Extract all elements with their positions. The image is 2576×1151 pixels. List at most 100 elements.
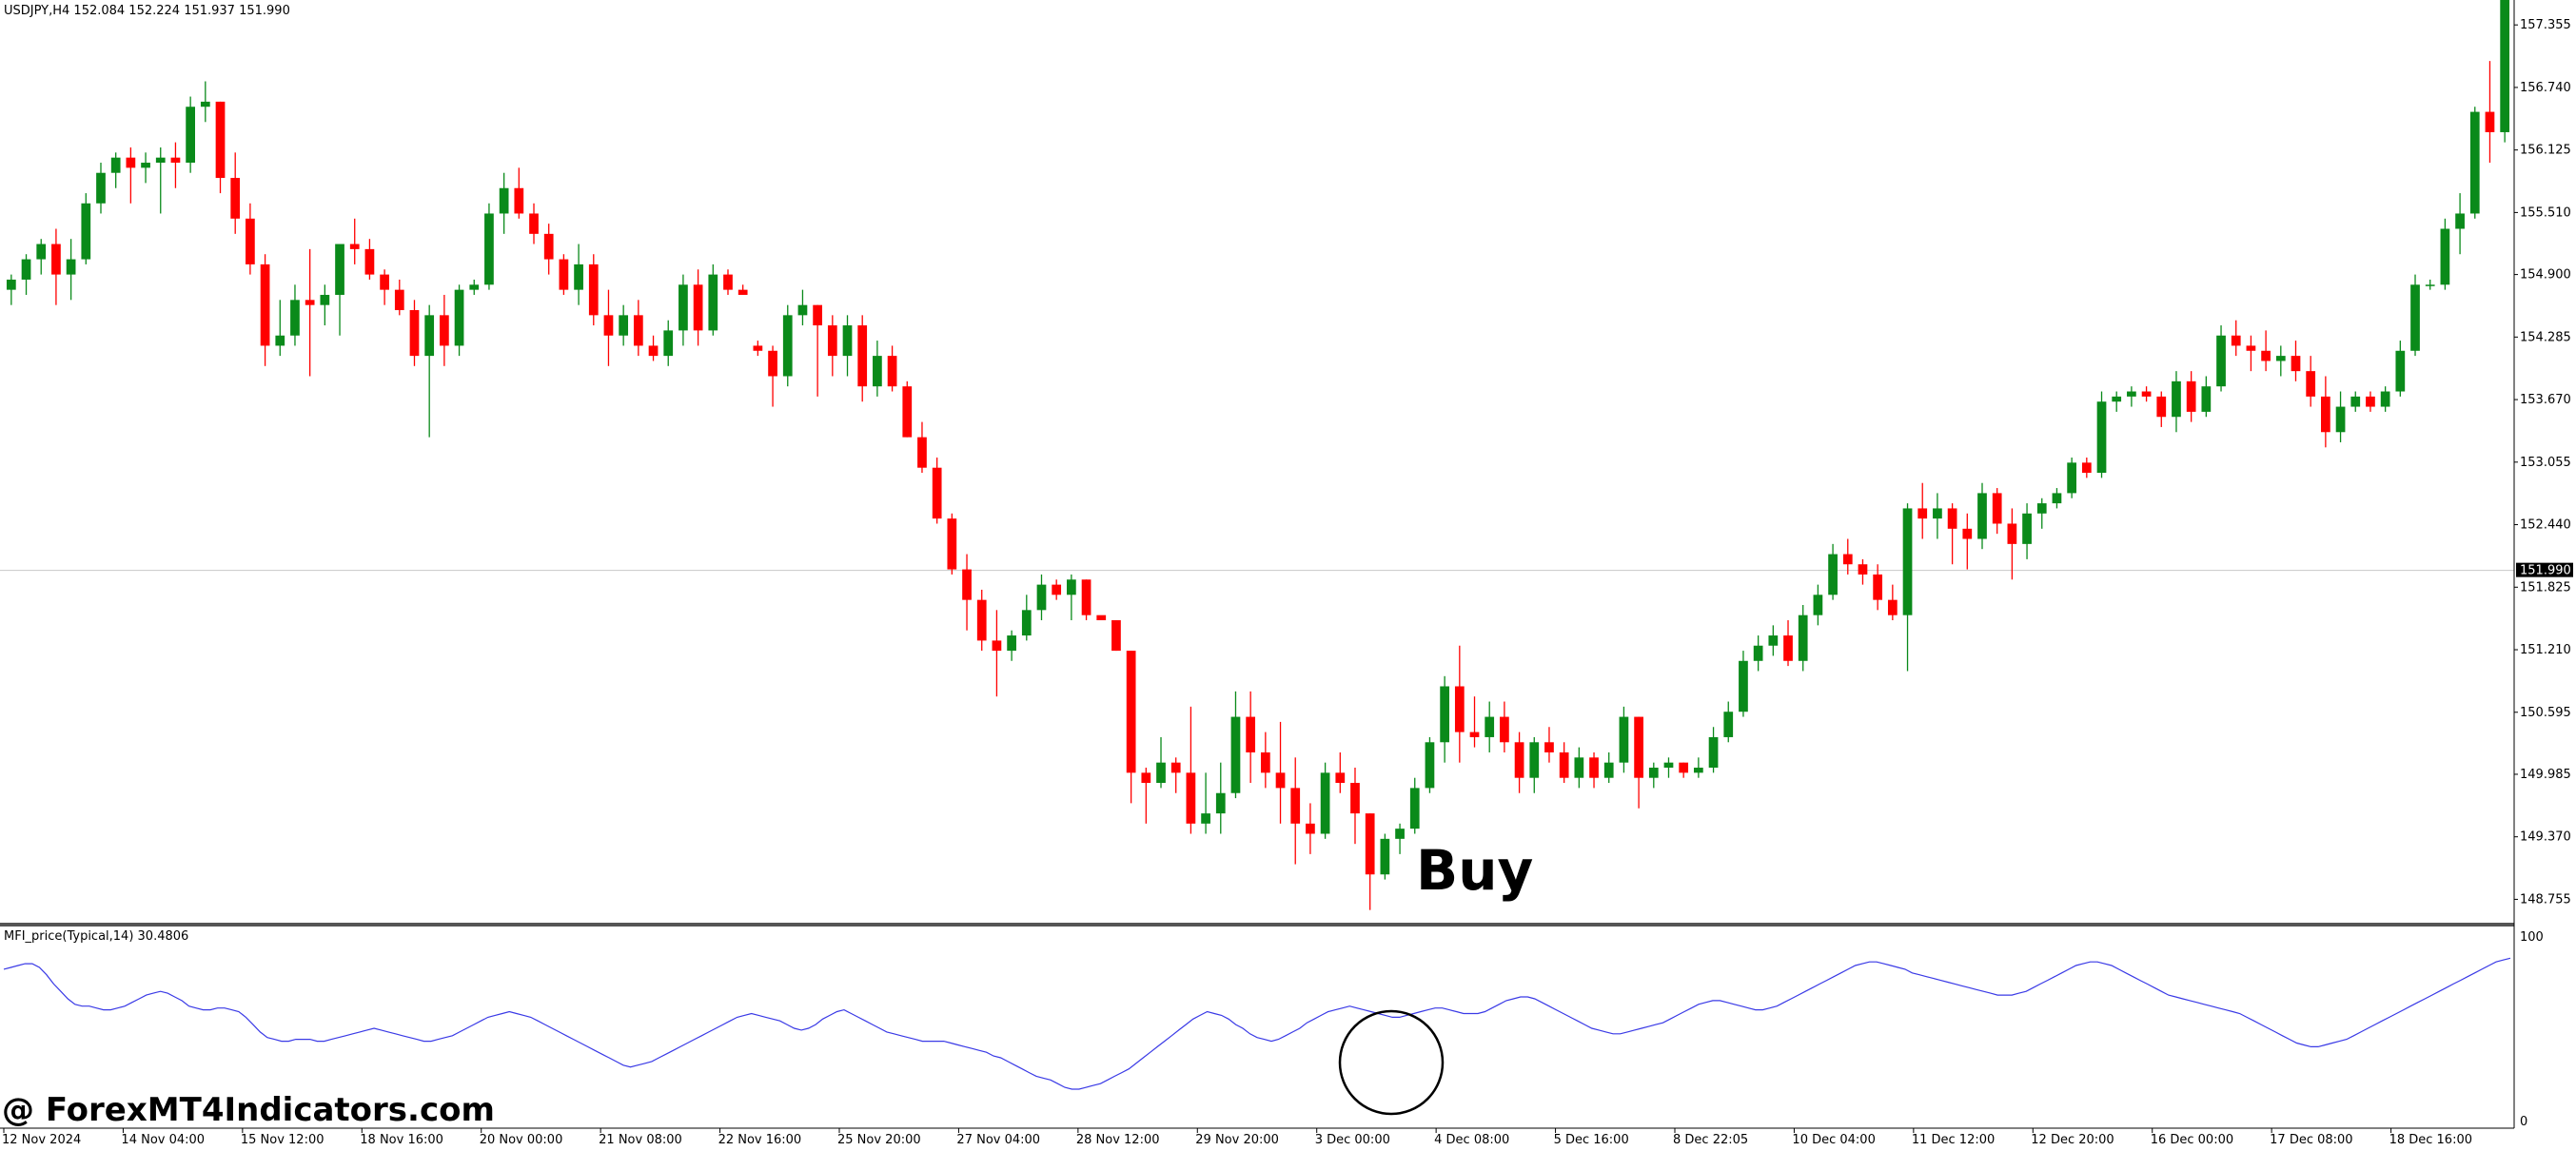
candle-body-bear (917, 437, 927, 468)
candle-body-bull (1619, 716, 1629, 763)
time-tick-label: 12 Dec 20:00 (2031, 1133, 2114, 1147)
candle-body-bull (1036, 584, 1047, 611)
candle-body-bear (887, 356, 897, 387)
time-axis: 12 Nov 2024 14 Nov 04:00 15 Nov 12:00 18 No… (2, 1128, 2472, 1147)
price-tick-label: 154.900 (2520, 268, 2571, 283)
candle-body-bull (2500, 0, 2510, 132)
candle-body-bull (1021, 610, 1032, 636)
candle-body-bear (768, 350, 777, 377)
candle-body-bull (619, 315, 629, 336)
candle-body-bear (633, 315, 643, 346)
mfi-tick-label: 0 (2520, 1115, 2527, 1129)
price-tick-label: 151.825 (2520, 580, 2571, 595)
watermark-text: @ ForexMT4Indicators.com (2, 1091, 495, 1129)
candle-body-bull (1813, 595, 1823, 615)
candle-body-bear (2007, 523, 2017, 544)
candle-body-bull (96, 172, 106, 204)
candle-body-bull (66, 259, 76, 275)
candle-body-bull (2052, 493, 2062, 504)
candle-body-bear (1246, 716, 1256, 752)
mfi-axis: 100 0 (2520, 930, 2544, 1129)
candle-body-bear (813, 304, 822, 326)
candle-body-bull (2112, 396, 2122, 402)
candle-body-bear (1111, 620, 1121, 652)
candle-body-bear (260, 263, 270, 346)
candle-body-bear (246, 218, 255, 264)
candle-body-bull (2022, 513, 2032, 544)
candle-body-bull (2335, 406, 2346, 433)
price-tick-label: 151.210 (2520, 643, 2571, 657)
candle-body-bull (574, 263, 583, 290)
candle-body-bull (499, 187, 509, 214)
candle-body-bull (1529, 742, 1540, 778)
candle-body-bear (2186, 380, 2196, 412)
candle-body-bull (2380, 391, 2390, 407)
candle-body-bull (1708, 736, 1719, 769)
candle-body-bear (588, 263, 599, 316)
candle-body-bull (200, 101, 210, 107)
candle-body-bull (1320, 772, 1330, 834)
candle-body-bull (6, 279, 16, 290)
candle-body-bear (1783, 635, 1793, 661)
time-tick-label: 20 Nov 00:00 (480, 1133, 563, 1147)
candle-body-bear (693, 284, 703, 331)
price-tick-label: 152.440 (2520, 518, 2571, 533)
candle-body-bear (514, 187, 524, 214)
candle-body-bear (380, 274, 389, 290)
candle-body-bull (1753, 645, 1763, 661)
time-tick-label: 4 Dec 08:00 (1434, 1133, 1509, 1147)
candle-body-bear (2366, 396, 2375, 407)
time-tick-label: 25 Nov 20:00 (837, 1133, 921, 1147)
candle-body-bull (2410, 284, 2420, 351)
candle-body-bull (782, 315, 793, 377)
price-tick-label: 149.985 (2520, 768, 2571, 782)
candle-body-bull (2216, 335, 2226, 387)
candle-body-bear (723, 274, 733, 290)
candle-body-bull (2395, 350, 2406, 392)
candle-body-bull (797, 304, 808, 316)
candle-body-bear (2291, 356, 2301, 372)
candle-body-bear (962, 569, 972, 600)
candle-body-bull (842, 325, 853, 357)
candle-body-bear (947, 518, 957, 570)
candle-body-bear (827, 325, 837, 357)
time-tick-label: 10 Dec 04:00 (1792, 1133, 1875, 1147)
panel-separator (0, 923, 2514, 927)
candle-body-bear (409, 310, 420, 357)
candle-body-bull (1933, 508, 1942, 519)
signal-highlight-circle (1338, 1009, 1445, 1116)
candle-body-bull (1156, 762, 1166, 784)
candlestick-series (6, 0, 2510, 910)
candle-body-bear (1887, 599, 1898, 615)
candle-body-bull (708, 274, 718, 331)
candle-body-bear (1992, 493, 2002, 524)
candle-body-bear (2261, 350, 2271, 361)
candle-body-bull (873, 356, 882, 387)
candle-body-bull (2469, 111, 2480, 214)
candle-body-bear (1500, 716, 1509, 743)
candle-body-bull (1485, 716, 1495, 737)
candle-body-bull (110, 157, 121, 173)
candle-body-bear (1081, 579, 1091, 615)
candle-body-bull (469, 284, 480, 290)
candle-body-bull (2440, 228, 2450, 285)
candle-body-bull (2127, 391, 2136, 397)
candle-body-bear (2306, 371, 2316, 397)
candle-body-bear (1365, 813, 1375, 875)
candle-body-bear (1186, 772, 1196, 824)
candle-body-bear (1962, 528, 1973, 539)
candle-body-bear (1917, 508, 1928, 519)
candle-body-bull (36, 244, 47, 260)
candle-body-bear (992, 640, 1002, 652)
candle-body-bear (1544, 742, 1554, 752)
candle-body-bear (1842, 554, 1853, 565)
candle-body-bear (902, 386, 913, 438)
candle-body-bear (170, 157, 181, 164)
candle-body-bear (2246, 345, 2256, 351)
time-tick-label: 16 Dec 00:00 (2151, 1133, 2233, 1147)
candle-body-bear (126, 157, 136, 168)
candle-body-bull (1828, 554, 1838, 595)
candle-body-bear (1350, 783, 1360, 814)
